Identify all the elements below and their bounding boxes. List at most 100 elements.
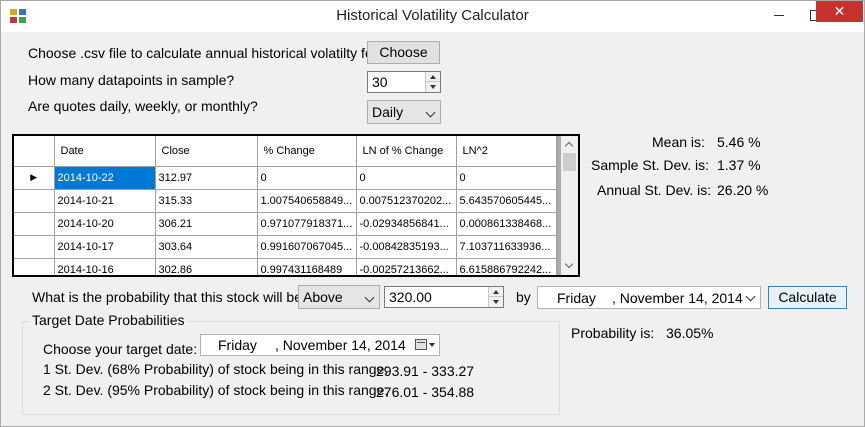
spin-down-icon[interactable]: [426, 82, 440, 92]
annual-sd-label: Annual St. Dev. is:: [597, 182, 712, 198]
chevron-down-icon: [425, 107, 436, 118]
minimize-icon[interactable]: [763, 1, 797, 30]
file-label: Choose .csv file to calculate annual his…: [28, 45, 378, 61]
spin-up-icon[interactable]: [489, 287, 503, 297]
row-header[interactable]: [14, 189, 55, 213]
choose-target-date-label: Choose your target date:: [43, 341, 198, 357]
date-day: Friday: [557, 290, 596, 306]
choose-file-button[interactable]: Choose: [367, 41, 440, 64]
calculate-button[interactable]: Calculate: [768, 286, 847, 309]
cell-ln-change[interactable]: 0: [356, 166, 457, 190]
scroll-up-icon[interactable]: [561, 136, 578, 153]
probability-question-label: What is the probability that this stock …: [32, 289, 303, 305]
cell-close[interactable]: 306.21: [155, 212, 258, 236]
quotes-table: Date Close % Change LN of % Change LN^2 …: [14, 136, 557, 275]
chevron-down-icon: [364, 292, 375, 303]
cell-pct-change[interactable]: 0.971077918371...: [257, 212, 357, 236]
scroll-down-icon[interactable]: [561, 258, 578, 275]
row-header[interactable]: [14, 258, 55, 275]
probability-result-value: 36.05%: [666, 325, 714, 341]
target-date-picker[interactable]: Friday , November 14, 2014: [200, 334, 440, 356]
cell-ln-change[interactable]: -0.00842835193...: [356, 235, 457, 259]
date-day: Friday: [218, 337, 257, 353]
cell-close[interactable]: 302.86: [155, 258, 258, 275]
window-title: Historical Volatility Calculator: [336, 7, 529, 24]
grid-vertical-scrollbar[interactable]: [561, 136, 578, 275]
direction-select[interactable]: Above: [298, 285, 380, 309]
datapoints-label: How many datapoints in sample?: [28, 72, 235, 88]
scrollbar-thumb[interactable]: [563, 153, 576, 171]
price-spin[interactable]: [488, 287, 503, 307]
row-header[interactable]: [14, 212, 55, 236]
target-date-group: [22, 321, 560, 415]
direction-value: Above: [303, 289, 343, 305]
cell-close[interactable]: 312.97: [155, 166, 258, 190]
cell-pct-change[interactable]: 0.997431168489: [257, 258, 357, 275]
spin-down-icon[interactable]: [489, 297, 503, 307]
cell-close[interactable]: 315.33: [155, 189, 258, 213]
mean-value: 5.46 %: [717, 134, 761, 150]
probability-result-label: Probability is:: [571, 325, 655, 341]
probability-date-picker[interactable]: Friday , November 14, 2014: [537, 286, 761, 309]
sample-sd-value: 1.37 %: [717, 157, 761, 173]
column-header-ln-squared[interactable]: LN^2: [456, 136, 557, 167]
quotes-grid[interactable]: Date Close % Change LN of % Change LN^2 …: [12, 134, 580, 277]
frequency-select[interactable]: Daily: [367, 100, 441, 124]
column-header-date[interactable]: Date: [54, 136, 156, 167]
column-header-close[interactable]: Close: [155, 136, 258, 167]
cell-ln-squared[interactable]: 7.103711633936...: [456, 235, 557, 259]
current-row-icon[interactable]: ▶: [14, 166, 55, 190]
annual-sd-value: 26.20 %: [717, 182, 769, 198]
sd2-range: 276.01 - 354.88: [376, 384, 475, 400]
cell-date[interactable]: 2014-10-16: [54, 258, 156, 275]
dropdown-arrow-icon[interactable]: [429, 343, 435, 347]
by-label: by: [516, 289, 531, 305]
date-rest: , November 14, 2014: [275, 337, 406, 353]
calendar-icon[interactable]: [415, 339, 427, 350]
table-row[interactable]: 2014-10-17 303.64 0.991607067045... -0.0…: [14, 235, 557, 259]
column-header-pct-change[interactable]: % Change: [257, 136, 357, 167]
cell-date[interactable]: 2014-10-21: [54, 189, 156, 213]
chevron-down-icon[interactable]: [745, 291, 756, 302]
mean-label: Mean is:: [652, 134, 705, 150]
sd1-range: 293.91 - 333.27: [376, 363, 475, 379]
column-header-ln-change[interactable]: LN of % Change: [356, 136, 457, 167]
cell-pct-change[interactable]: 1.007540658849...: [257, 189, 357, 213]
cell-pct-change[interactable]: 0: [257, 166, 357, 190]
cell-ln-squared[interactable]: 0.000861338468...: [456, 212, 557, 236]
cell-date[interactable]: 2014-10-22: [54, 166, 156, 190]
title-bar: Historical Volatility Calculator ✕: [1, 1, 864, 32]
frequency-label: Are quotes daily, weekly, or monthly?: [28, 98, 258, 114]
price-value: 320.00: [389, 289, 432, 305]
date-rest: , November 14, 2014: [612, 290, 743, 306]
cell-ln-squared[interactable]: 6.615886792242...: [456, 258, 557, 275]
table-row[interactable]: 2014-10-21 315.33 1.007540658849... 0.00…: [14, 189, 557, 213]
cell-close[interactable]: 303.64: [155, 235, 258, 259]
sd1-label: 1 St. Dev. (68% Probability) of stock be…: [43, 361, 389, 377]
table-row[interactable]: 2014-10-20 306.21 0.971077918371... -0.0…: [14, 212, 557, 236]
datapoints-spin[interactable]: [425, 72, 440, 92]
table-row[interactable]: ▶ 2014-10-22 312.97 0 0 0: [14, 166, 557, 190]
price-stepper[interactable]: 320.00: [384, 286, 504, 308]
datapoints-stepper[interactable]: 30: [367, 71, 441, 93]
sample-sd-label: Sample St. Dev. is:: [591, 157, 710, 173]
sd2-label: 2 St. Dev. (95% Probability) of stock be…: [43, 382, 389, 398]
datapoints-value: 30: [372, 74, 388, 90]
cell-date[interactable]: 2014-10-17: [54, 235, 156, 259]
spin-up-icon[interactable]: [426, 72, 440, 82]
cell-ln-squared[interactable]: 0: [456, 166, 557, 190]
frequency-value: Daily: [372, 104, 404, 120]
close-icon[interactable]: ✕: [816, 1, 863, 22]
row-header-corner: [14, 136, 55, 167]
row-header[interactable]: [14, 235, 55, 259]
header-row: Date Close % Change LN of % Change LN^2: [14, 136, 557, 167]
app-icon: [10, 9, 26, 23]
cell-ln-change[interactable]: 0.007512370202...: [356, 189, 457, 213]
table-row[interactable]: 2014-10-16 302.86 0.997431168489 -0.0025…: [14, 258, 557, 275]
cell-ln-squared[interactable]: 5.643570605445...: [456, 189, 557, 213]
cell-date[interactable]: 2014-10-20: [54, 212, 156, 236]
cell-ln-change[interactable]: -0.02934856841...: [356, 212, 457, 236]
cell-ln-change[interactable]: -0.00257213662...: [356, 258, 457, 275]
cell-pct-change[interactable]: 0.991607067045...: [257, 235, 357, 259]
